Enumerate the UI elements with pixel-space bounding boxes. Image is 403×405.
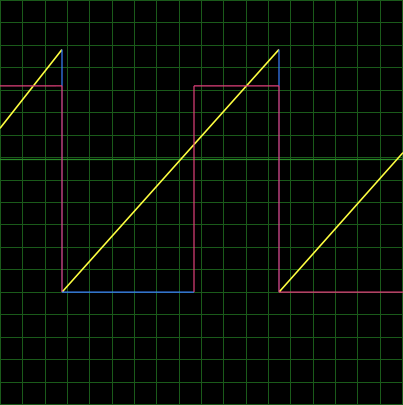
ramp-trace-segment: [61, 48, 280, 293]
traces: [0, 48, 403, 293]
ramp-trace-segment: [0, 48, 63, 129]
ramp-trace-segment: [278, 152, 403, 293]
